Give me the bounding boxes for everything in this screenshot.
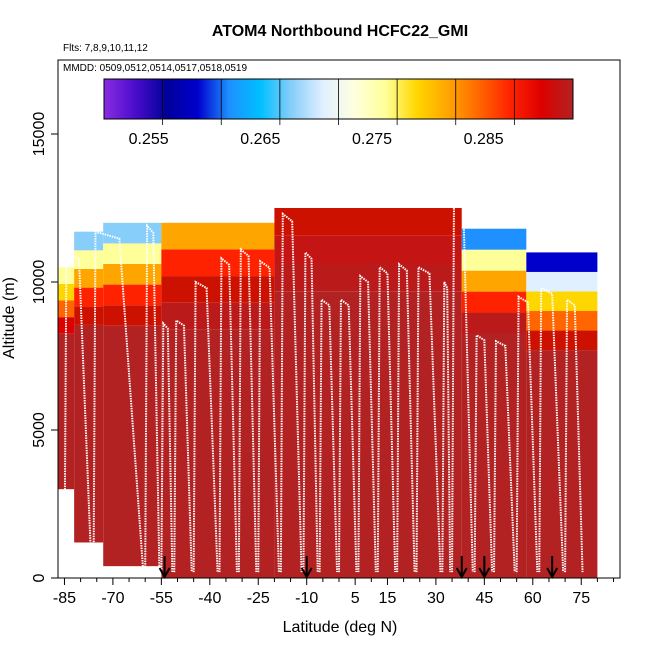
landing-marker-arrow bbox=[300, 567, 313, 580]
flight-profile bbox=[173, 318, 193, 573]
flights-note: Flts: 7,8,9,10,11,12 bbox=[63, 43, 148, 54]
field-cell bbox=[58, 267, 75, 284]
x-tick-label: 75 bbox=[572, 590, 590, 607]
flight-profile bbox=[63, 250, 93, 573]
flight-profile bbox=[218, 256, 238, 573]
field-cell bbox=[526, 330, 598, 351]
x-tick-label: -70 bbox=[101, 590, 124, 607]
landing-marker-arrow bbox=[546, 567, 559, 580]
field-cell bbox=[274, 319, 462, 578]
field-cell bbox=[461, 228, 527, 250]
landing-marker-arrow bbox=[455, 567, 468, 580]
flight-profile bbox=[396, 262, 416, 573]
x-tick-label: -40 bbox=[198, 590, 221, 607]
y-axis-label: Altitude (m) bbox=[1, 277, 18, 359]
field-cell bbox=[58, 317, 75, 334]
colorbar-tick-label: 0.285 bbox=[464, 131, 504, 148]
flight-profile bbox=[338, 297, 358, 573]
x-tick-label: 30 bbox=[427, 590, 445, 607]
flight-profile bbox=[441, 281, 452, 573]
colorbar-tick-label: 0.265 bbox=[240, 131, 280, 148]
field-cell bbox=[103, 325, 162, 567]
flight-profile bbox=[451, 197, 474, 573]
field-cell bbox=[461, 249, 527, 271]
flight-profile bbox=[473, 333, 494, 573]
field-cell bbox=[461, 312, 527, 334]
x-tick-label: 15 bbox=[379, 590, 397, 607]
field-cell bbox=[74, 324, 104, 543]
flight-profile bbox=[357, 274, 377, 573]
flight-profile bbox=[92, 230, 145, 573]
field-cell bbox=[74, 231, 104, 251]
y-tick-label: 0 bbox=[31, 573, 48, 582]
field-cell bbox=[461, 270, 527, 292]
field-cell bbox=[274, 208, 462, 236]
flight-profile bbox=[564, 297, 584, 573]
flight-profile bbox=[144, 223, 161, 573]
field-cell bbox=[74, 287, 104, 307]
x-tick-label: -10 bbox=[295, 590, 318, 607]
field-cell bbox=[526, 291, 598, 312]
flight-profile bbox=[538, 286, 565, 573]
y-tick-label: 5000 bbox=[31, 412, 48, 448]
flight-profile bbox=[415, 265, 442, 573]
x-tick-label: 45 bbox=[475, 590, 493, 607]
y-axis: 0 5000 10000 15000 bbox=[31, 112, 58, 582]
field-cell bbox=[74, 306, 104, 325]
x-tick-label: -85 bbox=[53, 590, 76, 607]
x-axis-label: Latitude (deg N) bbox=[283, 619, 398, 636]
colorbar-ticks: 0.255 0.265 0.275 0.285 bbox=[129, 79, 515, 148]
landing-markers bbox=[158, 556, 559, 580]
dates-note: MMDD: 0509,0512,0514,0517,0518,0519 bbox=[63, 63, 247, 74]
field-cell bbox=[161, 222, 275, 250]
flight-profile bbox=[279, 211, 303, 573]
field-cell bbox=[526, 271, 598, 292]
field-cell bbox=[103, 264, 162, 285]
x-tick-label: -25 bbox=[247, 590, 270, 607]
field-cell bbox=[103, 284, 162, 306]
flight-profile bbox=[515, 295, 539, 573]
colorbar-tick-label: 0.255 bbox=[129, 131, 169, 148]
field-cell bbox=[161, 249, 275, 277]
flight-profile bbox=[237, 247, 258, 573]
colorbar: 0.255 0.265 0.275 0.285 bbox=[103, 78, 574, 148]
field-cell bbox=[526, 311, 598, 331]
y-tick-label: 10000 bbox=[31, 260, 48, 305]
x-tick-label: 5 bbox=[351, 590, 360, 607]
flight-profile bbox=[493, 339, 516, 573]
field-cell bbox=[103, 305, 162, 326]
x-axis: -85 -70 -55 -40 -25 -10 5 15 30 45 60 75 bbox=[53, 578, 615, 607]
field-cell bbox=[274, 235, 462, 264]
field-cell bbox=[461, 291, 527, 313]
flight-profile bbox=[257, 259, 280, 573]
concentration-field bbox=[58, 208, 598, 578]
field-cell bbox=[161, 329, 275, 578]
flight-profile bbox=[302, 249, 319, 573]
field-cell bbox=[161, 276, 275, 303]
landing-marker-arrow bbox=[158, 567, 171, 580]
flight-profile bbox=[318, 297, 339, 573]
landing-marker-arrow bbox=[478, 567, 491, 580]
x-tick-label: 60 bbox=[524, 590, 542, 607]
field-cell bbox=[103, 243, 162, 265]
x-tick-label: -55 bbox=[150, 590, 173, 607]
field-cell bbox=[526, 252, 598, 272]
field-cell bbox=[58, 283, 75, 301]
field-cell bbox=[74, 268, 104, 288]
colorbar-tick-label: 0.275 bbox=[352, 131, 392, 148]
flight-profile bbox=[192, 280, 219, 573]
flight-profiles bbox=[63, 197, 584, 573]
chart-title: ATOM4 Northbound HCFC22_GMI bbox=[212, 23, 468, 40]
field-cell bbox=[161, 302, 275, 330]
y-tick-label: 15000 bbox=[31, 112, 48, 157]
